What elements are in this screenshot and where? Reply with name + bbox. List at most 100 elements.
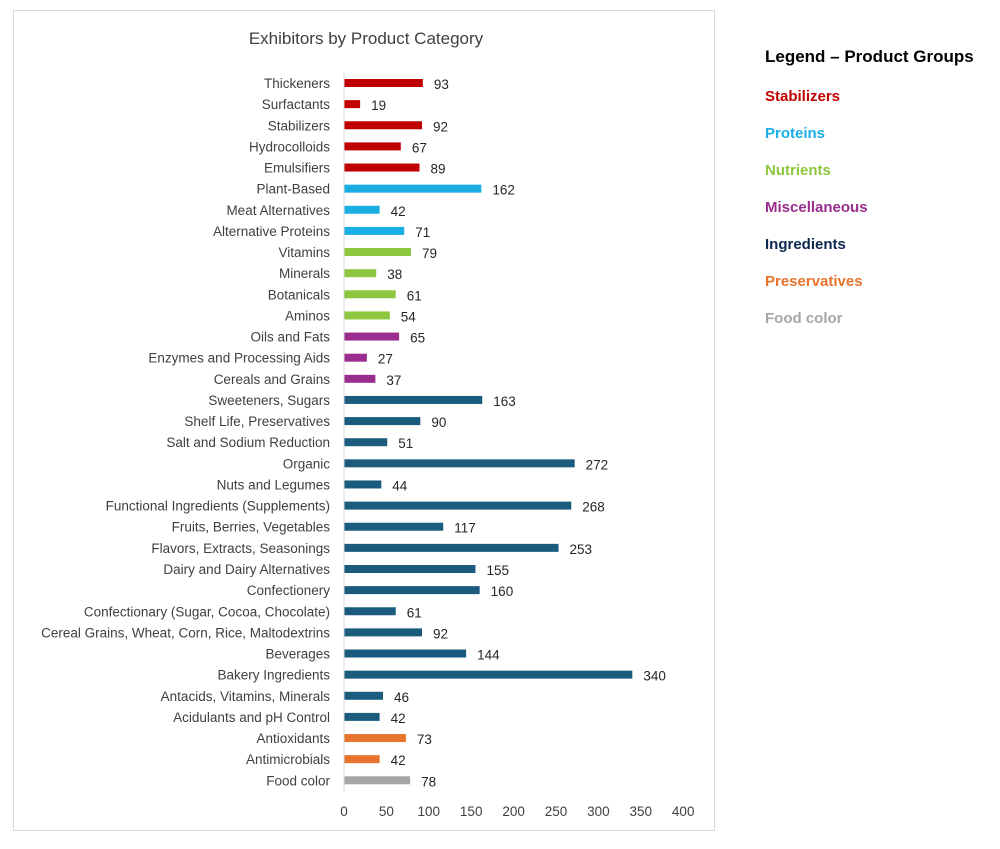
category-label: Plant-Based — [256, 182, 330, 197]
bar — [344, 248, 411, 257]
value-label: 73 — [417, 732, 432, 747]
bar — [344, 628, 423, 637]
bar — [344, 290, 396, 299]
value-label: 65 — [410, 331, 425, 346]
bar — [344, 205, 380, 214]
bar — [344, 438, 388, 447]
bar — [344, 501, 572, 510]
category-label: Antacids, Vitamins, Minerals — [161, 689, 331, 704]
category-label: Alternative Proteins — [213, 224, 330, 239]
x-tick-label: 350 — [630, 804, 653, 819]
bar — [344, 755, 380, 764]
value-label: 67 — [412, 140, 427, 155]
bar — [344, 184, 482, 193]
category-label: Vitamins — [278, 245, 330, 260]
value-label: 93 — [434, 77, 449, 92]
value-label: 51 — [398, 436, 413, 451]
value-label: 253 — [570, 542, 593, 557]
value-label: 54 — [401, 309, 417, 324]
category-label: Confectionery — [247, 583, 331, 598]
category-label: Antioxidants — [256, 731, 330, 746]
value-label: 160 — [491, 584, 514, 599]
value-label: 92 — [433, 626, 448, 641]
bar — [344, 670, 633, 679]
category-label: Surfactants — [262, 97, 331, 112]
bar — [344, 543, 559, 552]
category-label: Dairy and Dairy Alternatives — [163, 562, 330, 577]
value-label: 89 — [430, 162, 445, 177]
x-tick-label: 50 — [379, 804, 394, 819]
bar — [344, 480, 382, 489]
category-label: Stabilizers — [268, 118, 331, 133]
value-label: 27 — [378, 352, 393, 367]
x-tick-label: 300 — [587, 804, 610, 819]
value-label: 46 — [394, 690, 409, 705]
bar — [344, 395, 483, 404]
category-label: Nuts and Legumes — [217, 477, 331, 492]
bar — [344, 734, 406, 743]
value-label: 272 — [586, 457, 609, 472]
value-label: 144 — [477, 648, 500, 663]
category-label: Confectionary (Sugar, Cocoa, Chocolate) — [84, 604, 330, 619]
category-label: Sweeteners, Sugars — [208, 393, 330, 408]
bar — [344, 776, 411, 785]
bar — [344, 459, 575, 468]
category-label: Food color — [266, 773, 330, 788]
legend-item: Nutrients — [765, 162, 831, 179]
category-label: Botanicals — [268, 287, 331, 302]
bar — [344, 522, 444, 531]
value-label: 42 — [391, 711, 406, 726]
category-label: Meat Alternatives — [226, 203, 330, 218]
bar — [344, 226, 405, 235]
value-label: 90 — [431, 415, 446, 430]
bar — [344, 712, 380, 721]
category-label: Cereal Grains, Wheat, Corn, Rice, Maltod… — [41, 625, 330, 640]
category-label: Fruits, Berries, Vegetables — [172, 520, 331, 535]
category-label: Hydrocolloids — [249, 139, 330, 154]
category-label: Enzymes and Processing Aids — [148, 351, 330, 366]
x-axis-ticks: 0 50 100 150 200 250 300 350 400 — [340, 804, 694, 819]
category-labels: Thickeners Surfactants Stabilizers Hydrocol… — [41, 76, 330, 788]
value-label: 71 — [415, 225, 430, 240]
category-label: Antimicrobials — [246, 752, 330, 767]
value-label: 162 — [492, 183, 515, 198]
value-label: 19 — [371, 98, 386, 113]
bar — [344, 332, 400, 341]
legend-item: Food color — [765, 310, 843, 327]
x-tick-label: 400 — [672, 804, 695, 819]
category-label: Organic — [283, 456, 331, 471]
value-label: 42 — [391, 204, 406, 219]
category-label: Bakery Ingredients — [217, 668, 330, 683]
legend-items: Stabilizers Proteins Nutrients Miscellaneou… — [765, 87, 997, 329]
value-label: 117 — [454, 521, 476, 536]
bar — [344, 311, 390, 320]
value-label: 340 — [643, 669, 666, 684]
bar — [344, 353, 367, 362]
bar — [344, 79, 423, 87]
legend: Legend – Product Groups Stabilizers Prote… — [765, 47, 997, 346]
value-label: 61 — [407, 605, 422, 620]
legend-item: Ingredients — [765, 236, 846, 253]
value-label: 155 — [486, 563, 509, 578]
value-label: 92 — [433, 119, 448, 134]
legend-item: Proteins — [765, 125, 826, 142]
value-label: 268 — [582, 500, 605, 515]
category-label: Acidulants and pH Control — [173, 710, 330, 725]
value-label: 42 — [391, 753, 406, 768]
category-label: Flavors, Extracts, Seasonings — [151, 541, 330, 556]
bar-chart: Exhibitors by Product Category Thickener… — [41, 29, 694, 819]
value-label: 38 — [387, 267, 402, 282]
category-label: Salt and Sodium Reduction — [166, 435, 330, 450]
bar — [344, 564, 476, 573]
value-label: 44 — [392, 478, 408, 493]
x-tick-label: 100 — [418, 804, 441, 819]
x-tick-label: 250 — [545, 804, 568, 819]
bar — [344, 417, 421, 426]
category-label: Beverages — [265, 647, 330, 662]
x-tick-label: 0 — [340, 804, 348, 819]
value-label: 61 — [407, 288, 422, 303]
bar — [344, 586, 480, 595]
category-label: Oils and Fats — [250, 330, 330, 345]
bar — [344, 121, 423, 130]
